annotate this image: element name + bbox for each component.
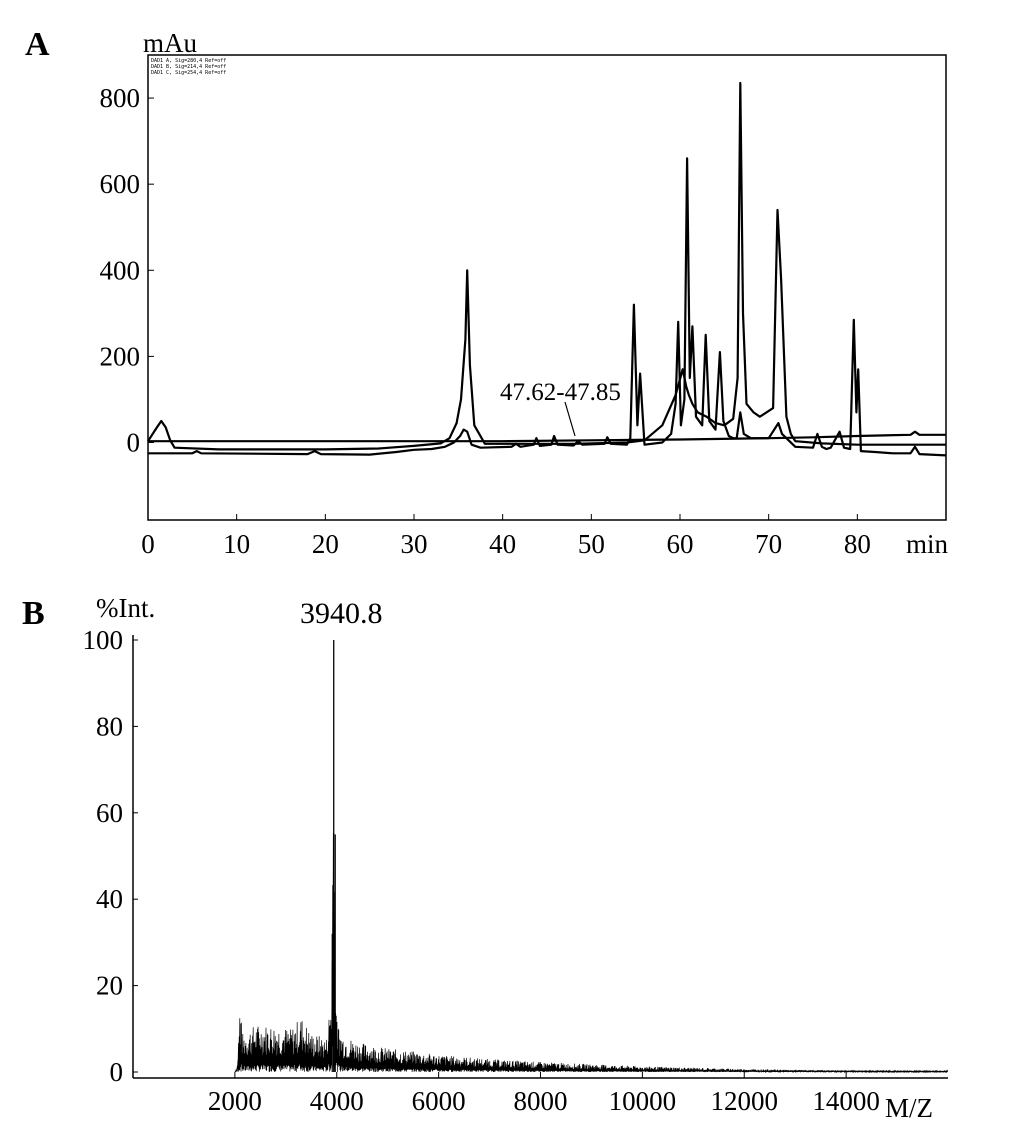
x-tick-label: 10000 — [609, 1086, 677, 1116]
x-tick-label: 4000 — [310, 1086, 364, 1116]
x-tick-label: 8000 — [514, 1086, 568, 1116]
chromatogram-trace-2 — [148, 157, 947, 457]
x-tick-label: 10 — [223, 529, 250, 559]
legend-entry: DAD1 A, Sig=280,4 Ref=off — [151, 58, 226, 64]
panel-a-letter: A — [25, 26, 50, 63]
y-tick-label: 0 — [110, 1057, 124, 1087]
x-tick-label: 0 — [141, 529, 155, 559]
x-tick-label: 70 — [755, 529, 782, 559]
x-tick-label: 60 — [667, 529, 694, 559]
y-tick-label: 40 — [96, 884, 123, 914]
y-tick-label: 600 — [100, 169, 141, 199]
spectrum-noise-trace — [234, 832, 948, 1074]
spectrum-x-ticks: 2000 4000 6000 8000 10000 12000 14000 — [208, 1072, 880, 1116]
x-tick-label: 40 — [489, 529, 516, 559]
chromatogram-x-ticks: 0 10 20 30 40 50 60 70 80 — [141, 514, 871, 559]
x-tick-label: 30 — [401, 529, 428, 559]
y-tick-label: 60 — [96, 798, 123, 828]
y-tick-label: 20 — [96, 971, 123, 1001]
chromatogram-frame — [147, 54, 947, 521]
legend-entry: DAD1 B, Sig=214,4 Ref=off — [151, 64, 226, 70]
spectrum-trace — [234, 640, 948, 1074]
x-tick-label: 50 — [578, 529, 605, 559]
x-tick-label: 14000 — [812, 1086, 880, 1116]
y-tick-label: 800 — [100, 83, 141, 113]
y-tick-label: 400 — [100, 255, 141, 285]
y-tick-label: 100 — [83, 625, 124, 655]
x-tick-label: 2000 — [208, 1086, 262, 1116]
x-tick-label: 20 — [312, 529, 339, 559]
y-tick-label: 200 — [100, 341, 141, 371]
legend-entry: DAD1 C, Sig=254,4 Ref=off — [151, 70, 226, 76]
chromatogram-y-label: mAu — [143, 28, 198, 58]
chromatogram-trace-3 — [148, 430, 946, 443]
spectrum-peak-label: 3940.8 — [300, 597, 383, 630]
x-tick-label: 80 — [844, 529, 871, 559]
x-tick-label: 6000 — [412, 1086, 466, 1116]
fraction-annotation: 47.62-47.85 — [500, 379, 621, 406]
chromatogram-y-ticks: 0 200 400 600 800 — [100, 83, 154, 458]
y-tick-label: 80 — [96, 711, 123, 741]
chromatogram-x-unit: min — [906, 529, 949, 559]
spectrum-x-unit: M/Z — [885, 1093, 933, 1123]
y-tick-label: 0 — [127, 428, 141, 458]
x-tick-label: 12000 — [711, 1086, 779, 1116]
panel-b-letter: B — [22, 595, 45, 632]
chromatogram-traces — [147, 81, 947, 457]
spectrum-y-ticks: 0 20 40 60 80 100 — [83, 625, 138, 1087]
spectrum-y-label: %Int. — [96, 593, 155, 623]
annotation-arrow — [564, 401, 576, 437]
